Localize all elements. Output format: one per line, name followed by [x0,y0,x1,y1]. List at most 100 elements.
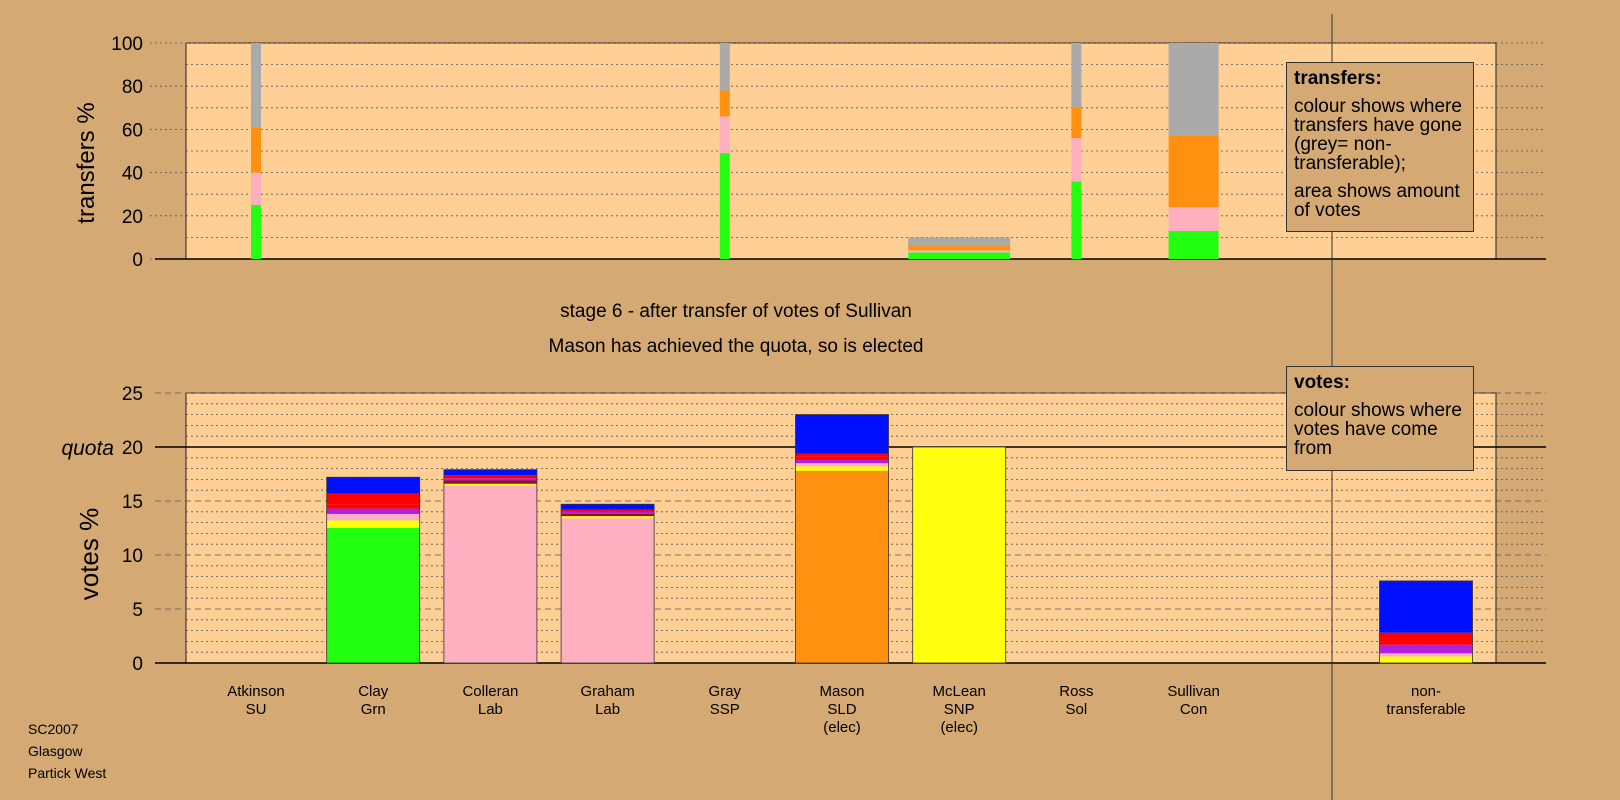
vote-bar-outline-mason [795,414,889,664]
transfers-tick-label: 20 [122,207,143,228]
transfer-segment-mclean-green [908,252,1011,259]
votes-legend: votes: colour shows where votes have com… [1286,366,1474,471]
vote-segment-mclean-yellow [912,447,1006,663]
vote-segment-non-transferable-purple [1379,644,1473,654]
vote-segment-clay-red [326,493,420,505]
candidate-name: Clay [358,683,389,700]
transfer-segment-mclean-grey [908,237,1011,247]
candidate-party: SLD [827,701,856,718]
candidate-status: (elec) [823,719,861,736]
candidate-party: Lab [478,701,503,718]
candidate-party: Con [1180,701,1208,718]
candidate-name: Atkinson [227,683,285,700]
transfer-segment-gray-green [719,153,730,259]
transfers-legend-line-2: area shows amount of votes [1294,181,1460,221]
vote-segment-colleran-blue [443,469,537,476]
transfer-segment-ross-orange [1071,107,1082,139]
vote-segment-mason-orange [795,470,889,663]
result-caption: Mason has achieved the quota, so is elec… [548,336,924,357]
votes-tick-label: 20 [122,438,143,459]
transfer-segment-gray-grey [719,43,730,91]
vote-segment-colleran-dark_red [443,480,537,484]
vote-segment-clay-green [326,528,420,663]
candidate-name: Colleran [462,683,518,700]
transfers-y-axis-label: transfers % [73,102,100,223]
vote-segment-non-transferable-red [1379,632,1473,642]
transfers-tick-label: 80 [122,77,143,98]
votes-tick-label: 25 [122,384,143,405]
transfers-legend-title: transfers: [1294,68,1382,89]
vote-bar-outline-graham [560,503,655,664]
vote-segment-clay-yellow [326,520,420,528]
votes-legend-title: votes: [1294,372,1350,393]
footer-election: SC2007 [28,721,79,737]
vote-segment-clay-blue [326,477,420,494]
vote-segment-colleran-yellow [443,483,537,486]
footer-ward: Partick West [28,765,107,781]
category-label-nontransferable: non-transferable [1386,683,1465,718]
vote-bar-outline-clay [326,476,421,664]
transfer-segment-ross-grey [1071,43,1082,108]
transfer-segment-ross-pink [1071,138,1082,182]
vote-segment-graham-dark_red [561,513,655,517]
transfer-segment-sullivan-green [1168,230,1219,259]
candidate-name: Sullivan [1167,683,1220,700]
quota-label: quota [61,437,114,460]
vote-segment-graham-purple [561,511,655,514]
transfer-segment-sullivan-grey [1168,43,1219,136]
nontransferable-label-line-2: transferable [1386,701,1465,718]
vote-segment-non-transferable-yellow [1379,656,1473,663]
footer-info: SC2007 Glasgow Partick West [28,718,106,784]
nontransferable-label-line-1: non- [1411,683,1441,700]
vote-segment-non-transferable-red [1379,641,1473,645]
vote-segment-mason-purple [795,459,889,464]
candidate-name: Gray [709,683,742,700]
candidate-name: Ross [1059,683,1093,700]
candidate-name: McLean [933,683,986,700]
vote-segment-graham-red [561,509,655,512]
votes-tick-label: 0 [132,654,143,675]
candidate-name: Graham [581,683,635,700]
transfer-segment-atkinson-green [251,205,261,259]
vote-segment-colleran-red [443,475,537,479]
candidate-party: SU [246,701,267,718]
transfer-segment-atkinson-grey [251,43,261,128]
vote-segment-clay-red [326,504,420,509]
candidate-status: (elec) [940,719,978,736]
votes-y-axis-label: votes % [74,508,104,601]
transfers-tick-label: 100 [111,34,143,55]
candidate-party: SSP [710,701,740,718]
candidate-party: Lab [595,701,620,718]
stage-caption: stage 6 - after transfer of votes of Sul… [560,301,912,322]
vote-bar-outline-mclean [912,446,1007,664]
vote-segment-graham-yellow [561,516,655,519]
transfer-segment-ross-green [1071,181,1082,259]
transfer-segment-gray-orange [719,90,730,117]
transfer-segment-atkinson-pink [251,172,261,205]
vote-segment-colleran-pink [443,485,537,663]
candidate-party: Grn [361,701,386,718]
footer-council: Glasgow [28,743,83,759]
vote-segment-mason-yellow [795,466,889,471]
candidate-party: Sol [1066,701,1088,718]
vote-segment-non-transferable-blue [1379,580,1473,633]
transfer-segment-mclean-orange [908,246,1011,251]
transfer-segment-mclean-pink [908,250,1011,253]
votes-legend-line-1: colour shows where votes have come from [1294,400,1462,459]
transfers-legend-line-1: colour shows where transfers have gone (… [1294,96,1462,174]
vote-segment-graham-pink [561,518,655,663]
vote-segment-mason-pink [795,463,889,467]
votes-tick-label: 15 [122,492,143,513]
transfer-segment-gray-pink [719,116,730,154]
vote-bar-outline-non-transferable [1379,580,1473,664]
vote-segment-clay-purple [326,508,420,514]
vote-segment-mason-blue [795,414,889,454]
